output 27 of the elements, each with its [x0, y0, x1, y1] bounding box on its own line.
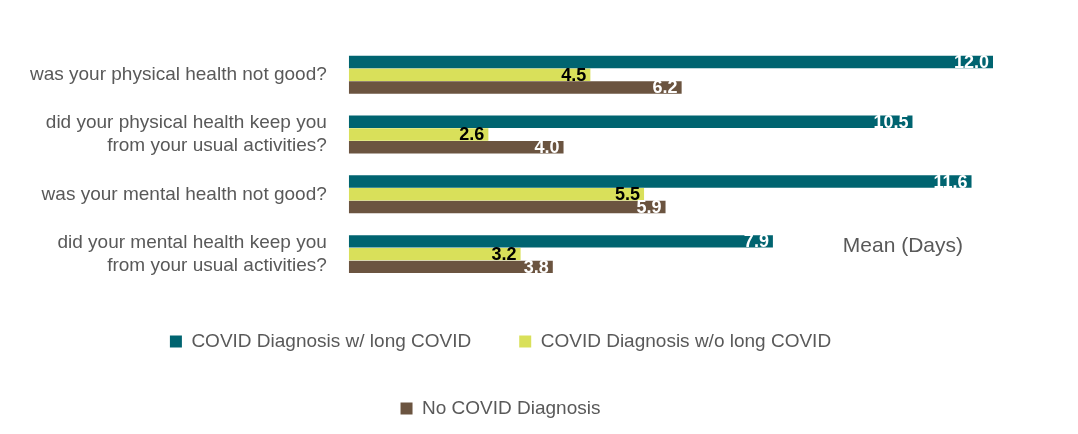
bar [348, 260, 553, 274]
bar [348, 128, 489, 141]
data-label: 10.5 [873, 111, 909, 132]
bar [348, 81, 682, 94]
bar [348, 115, 913, 128]
data-label: 3.8 [523, 256, 549, 277]
y-tick-label: did your mental health keep you from your usual activities? [57, 230, 327, 275]
data-label: 4.0 [534, 137, 560, 158]
y-tick-label: was your mental health not good? [40, 182, 327, 204]
bar [348, 55, 993, 69]
bar [348, 68, 591, 81]
legend-label: COVID Diagnosis w/o long COVID [540, 329, 832, 351]
y-tick-label: was your physical health not good? [28, 62, 327, 84]
data-label: 3.2 [491, 244, 517, 265]
bar [348, 200, 666, 214]
legend-label: COVID Diagnosis w/ long COVID [191, 329, 472, 351]
data-label: 4.5 [561, 64, 587, 85]
data-label: 2.6 [459, 124, 485, 145]
x-axis-title: Mean (Days) [842, 232, 963, 256]
bar [348, 141, 564, 154]
bar [348, 175, 972, 188]
data-label: 11.6 [933, 171, 968, 192]
bar [348, 188, 645, 201]
data-label: 12.0 [953, 51, 989, 72]
bar [348, 235, 773, 248]
y-tick-label: did your physical health keep you from your usual activities? [45, 111, 327, 156]
legend-label: No COVID Diagnosis [422, 396, 601, 418]
